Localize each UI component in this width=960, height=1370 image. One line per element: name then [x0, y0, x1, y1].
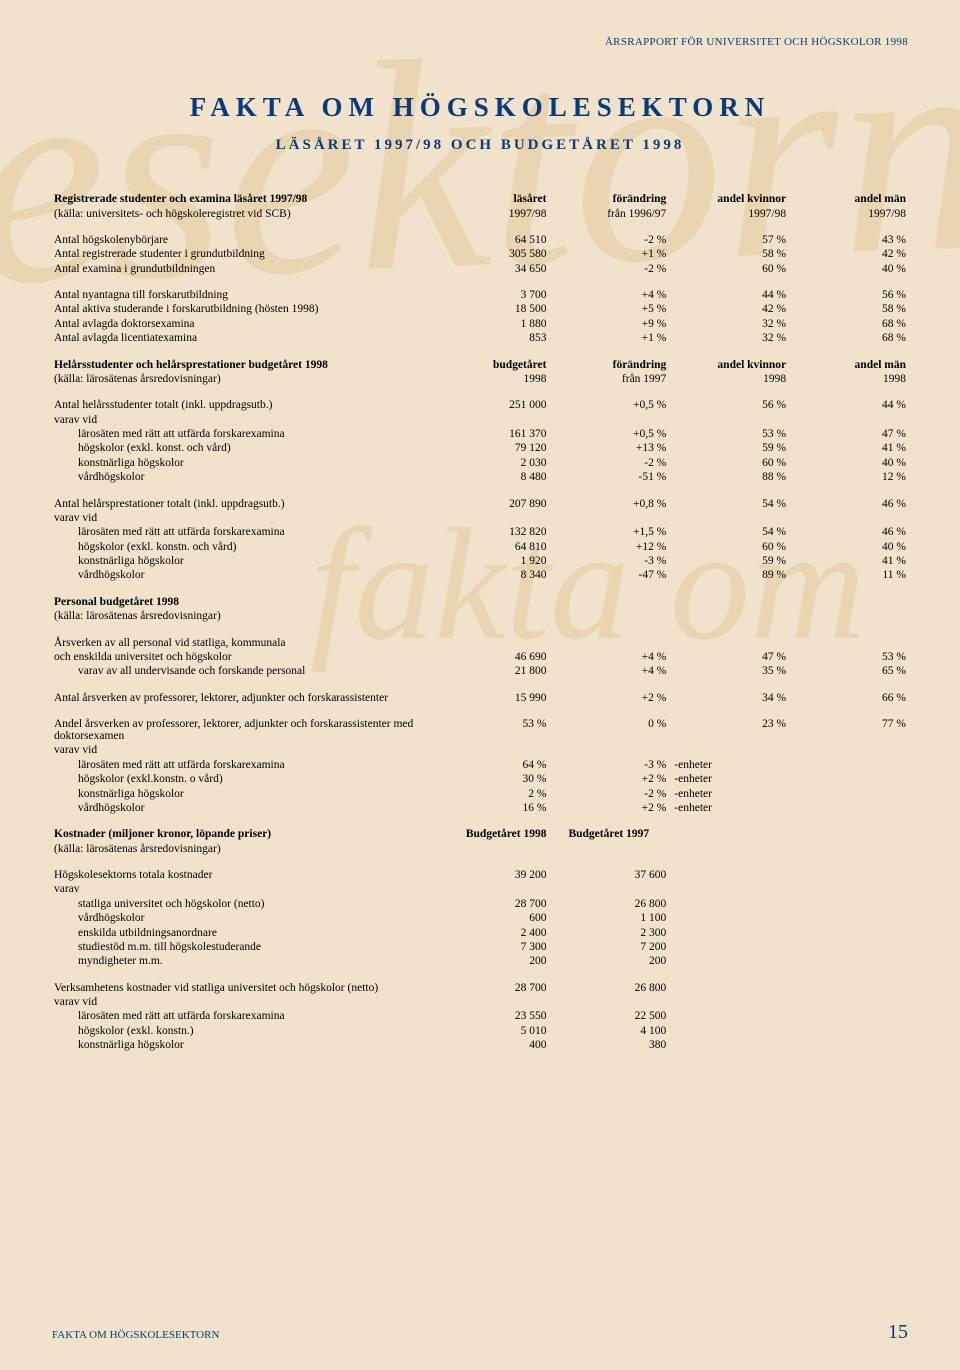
table-row: Antal högskolenybörjare64 510-2 %57 %43 …: [52, 233, 908, 247]
page-title: FAKTA OM HÖGSKOLESEKTORN: [52, 92, 908, 123]
table-row: Antal nyantagna till forskarutbildning3 …: [52, 288, 908, 302]
page-subtitle: LÄSÅRET 1997/98 OCH BUDGETÅRET 1998: [52, 137, 908, 154]
footer-label: FAKTA OM HÖGSKOLESEKTORN: [52, 1329, 219, 1341]
page-footer: FAKTA OM HÖGSKOLESEKTORN 15: [52, 1321, 908, 1344]
table-row: Antal avlagda licentiatexamina853+1 %32 …: [52, 331, 908, 345]
table-row: lärosäten med rätt att utfärda forskarex…: [52, 1009, 908, 1023]
table-row: studiestöd m.m. till högskolestuderande7…: [52, 940, 908, 954]
report-header: ÅRSRAPPORT FÖR UNIVERSITET OCH HÖGSKOLOR…: [52, 36, 908, 48]
table-row: vårdhögskolor6001 100: [52, 911, 908, 925]
table-row: Antal aktiva studerande i forskarutbildn…: [52, 302, 908, 316]
table-row: statliga universitet och högskolor (nett…: [52, 897, 908, 911]
s3-heading: Personal budgetåret 1998: [52, 595, 429, 609]
table-row: konstnärliga högskolor2 %-2 %-enheter: [52, 786, 908, 800]
table-row: lärosäten med rätt att utfärda forskarex…: [52, 758, 908, 772]
table-row: konstnärliga högskolor1 920-3 %59 %41 %: [52, 554, 908, 568]
table-row: vårdhögskolor8 480-51 %88 %12 %: [52, 470, 908, 484]
table-row: vårdhögskolor8 340-47 %89 %11 %: [52, 568, 908, 582]
s4-heading: Kostnader (miljoner kronor, löpande pris…: [52, 827, 429, 841]
table-row: högskolor (exkl.konstn. o vård)30 %+2 %-…: [52, 772, 908, 786]
page-content: ÅRSRAPPORT FÖR UNIVERSITET OCH HÖGSKOLOR…: [0, 0, 960, 1082]
page-number: 15: [888, 1321, 908, 1344]
s1-heading: Registrerade studenter och examina läsår…: [52, 192, 429, 206]
table-row: högskolor (exkl. konstn. och vård)64 810…: [52, 540, 908, 554]
table-row: Antal registrerade studenter i grundutbi…: [52, 247, 908, 261]
table-row: konstnärliga högskolor2 030-2 %60 %40 %: [52, 456, 908, 470]
table-row: högskolor (exkl. konstn.)5 0104 100: [52, 1024, 908, 1038]
table-row: myndigheter m.m.200200: [52, 954, 908, 968]
table-row: lärosäten med rätt att utfärda forskarex…: [52, 427, 908, 441]
table-row: konstnärliga högskolor400380: [52, 1038, 908, 1052]
table-row: Antal examina i grundutbildningen34 650-…: [52, 262, 908, 276]
table-row: vårdhögskolor16 %+2 %-enheter: [52, 801, 908, 815]
table-row: Antal avlagda doktorsexamina1 880+9 %32 …: [52, 317, 908, 331]
table-row: enskilda utbildningsanordnare2 4002 300: [52, 925, 908, 939]
s2-heading: Helårsstudenter och helårsprestationer b…: [52, 357, 429, 371]
data-table: Registrerade studenter och examina läsår…: [52, 192, 908, 1052]
table-row: lärosäten med rätt att utfärda forskarex…: [52, 525, 908, 539]
table-row: högskolor (exkl. konst. och vård)79 120+…: [52, 441, 908, 455]
